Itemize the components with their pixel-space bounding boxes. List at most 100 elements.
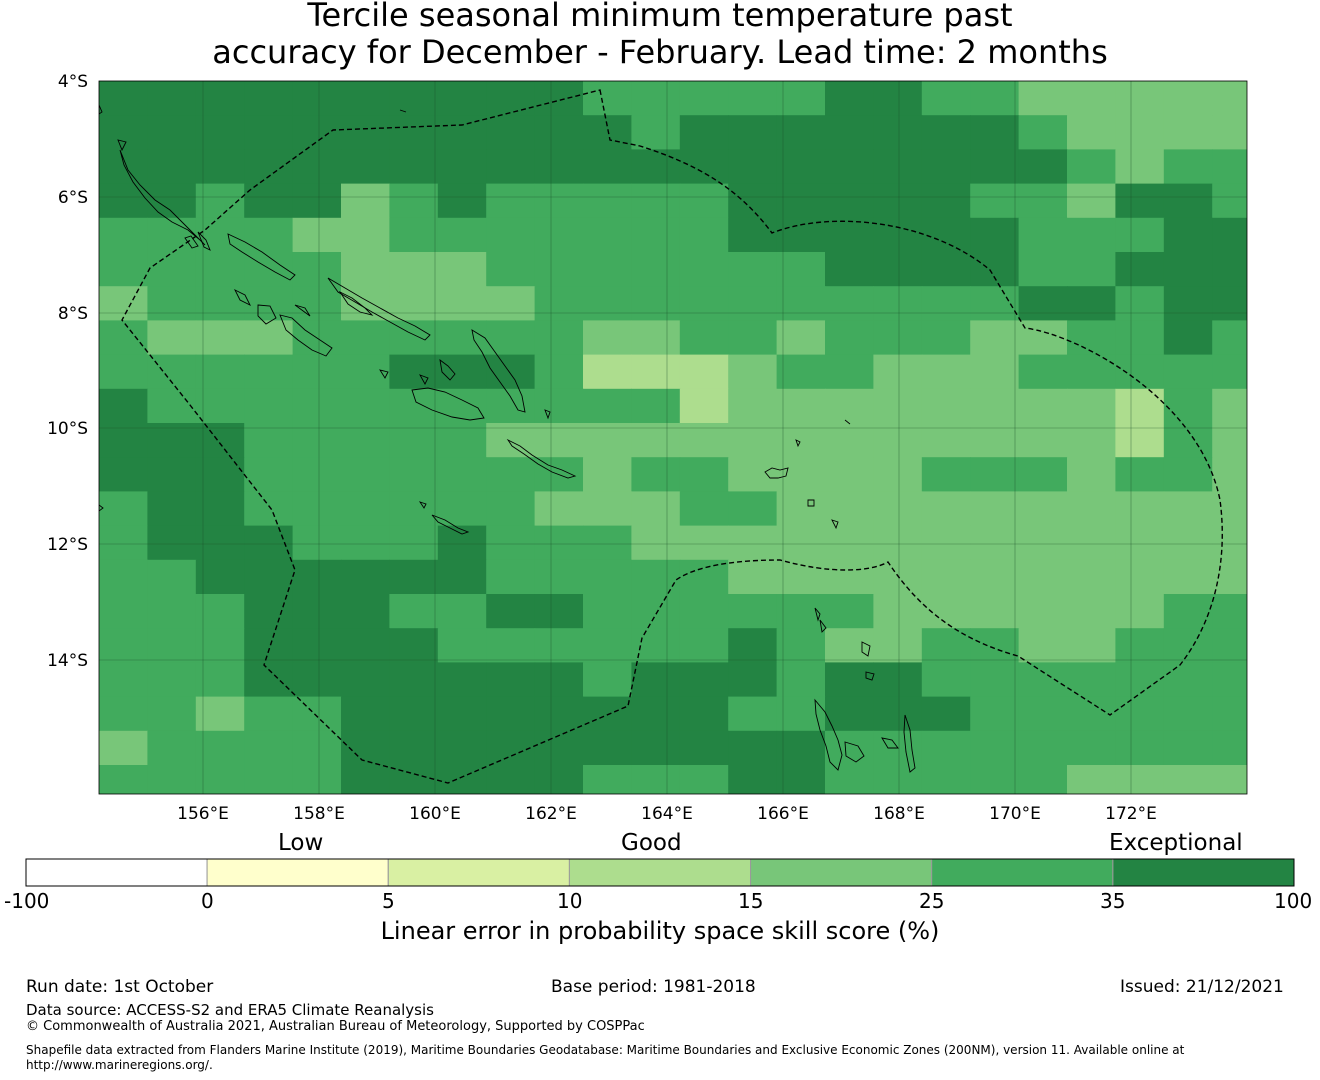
grid-cell [970,662,1020,698]
grid-cell [970,183,1020,219]
grid-cell [970,423,1020,458]
map-frame [98,80,1248,795]
grid-cell [341,183,390,219]
grid-cell [873,115,923,150]
grid-cell [389,559,439,595]
grid-cell [1018,286,1068,321]
data-source: Data source: ACCESS-S2 and ERA5 Climate … [26,1001,434,1019]
grid-cell [341,525,390,561]
colorbar-frame [25,858,1295,887]
grid-cell [1067,662,1116,698]
grid-cell [195,320,245,356]
grid-cell [341,662,390,698]
grid-cell [583,730,632,766]
grid-cell [776,320,826,356]
grid-cell [679,594,729,629]
grid-cell [389,81,439,116]
grid-cell [147,115,197,150]
grid-cell [679,320,729,356]
grid-cell [825,320,874,356]
grid-cell [583,594,632,629]
grid-cell [583,183,632,219]
grid-cell [679,491,729,527]
grid-cell [1212,81,1247,116]
grid-cell [486,354,536,390]
grid-cell [583,423,632,458]
grid-cell [534,730,584,766]
colorbar-tick: 100 [1274,889,1313,913]
grid-cell [970,286,1020,321]
grid-cell [583,662,632,698]
grid-cell [1212,388,1247,424]
grid-cell [1212,765,1247,794]
grid-cell [583,491,632,527]
grid-cell [679,730,729,766]
grid-cell [1115,217,1165,253]
grid-cell [728,252,778,287]
grid-cell [292,423,342,458]
grid-cell [389,286,439,321]
grid-cell [631,252,681,287]
grid-cell [1115,115,1165,150]
grid-cell [1212,320,1247,356]
grid-cell [534,765,584,794]
grid-cell [1261,252,1310,287]
grid-cell [825,149,874,185]
grid-cell [1163,491,1213,527]
grid-cell [583,559,632,595]
grid-cell [1018,115,1068,150]
grid-cell [292,183,342,219]
grid-cell [1115,491,1165,527]
grid-cell [631,491,681,527]
grid-cell [1212,696,1247,732]
grid-cell [1163,423,1213,458]
grid-cell [631,525,681,561]
colorbar-tick: 10 [557,889,583,913]
grid-cell [1261,389,1310,424]
grid-cell [341,388,390,424]
grid-cell [825,696,874,732]
grid-cell [776,252,826,287]
grid-cell [99,354,148,390]
colorbar-tick: 15 [738,889,764,913]
grid-cell [728,115,778,150]
lat-label: 10°S [47,419,88,439]
grid-cell [776,491,826,527]
grid-cell [873,628,923,663]
grid-cell [631,217,681,253]
grid-cell [195,423,245,458]
grid-cell [970,388,1020,424]
coastlines [99,104,916,773]
grid-cell [534,525,584,561]
grid-cell [1163,320,1213,356]
grid-cell [292,388,342,424]
grid-cell [437,628,487,663]
grid-cell [486,183,536,219]
lat-label: 4°S [58,72,88,92]
grid-cell [728,730,778,766]
grid-cell [486,149,536,185]
grid-cell [99,252,148,287]
grid-cell [970,628,1020,663]
grid-cell [631,320,681,356]
grid-cell [1067,286,1116,321]
grid-cell [631,354,681,390]
grid-cell [1115,594,1165,629]
grid-cell [679,286,729,321]
grid-cell [970,730,1020,766]
grid-cell [437,525,487,561]
grid-cell [244,628,294,663]
grid-cell [921,423,971,458]
grid-cell [486,696,536,732]
grid-cell [486,320,536,356]
grid-cell [244,217,294,253]
grid-cell [389,183,439,219]
grid-cell [437,423,487,458]
grid-cell [631,423,681,458]
grid-cell [147,354,197,390]
grid-cell [1018,81,1068,116]
grid-cell [1115,628,1165,663]
grid-cell [147,696,197,732]
grid-cell [1067,354,1116,390]
grid-cell [583,765,632,794]
